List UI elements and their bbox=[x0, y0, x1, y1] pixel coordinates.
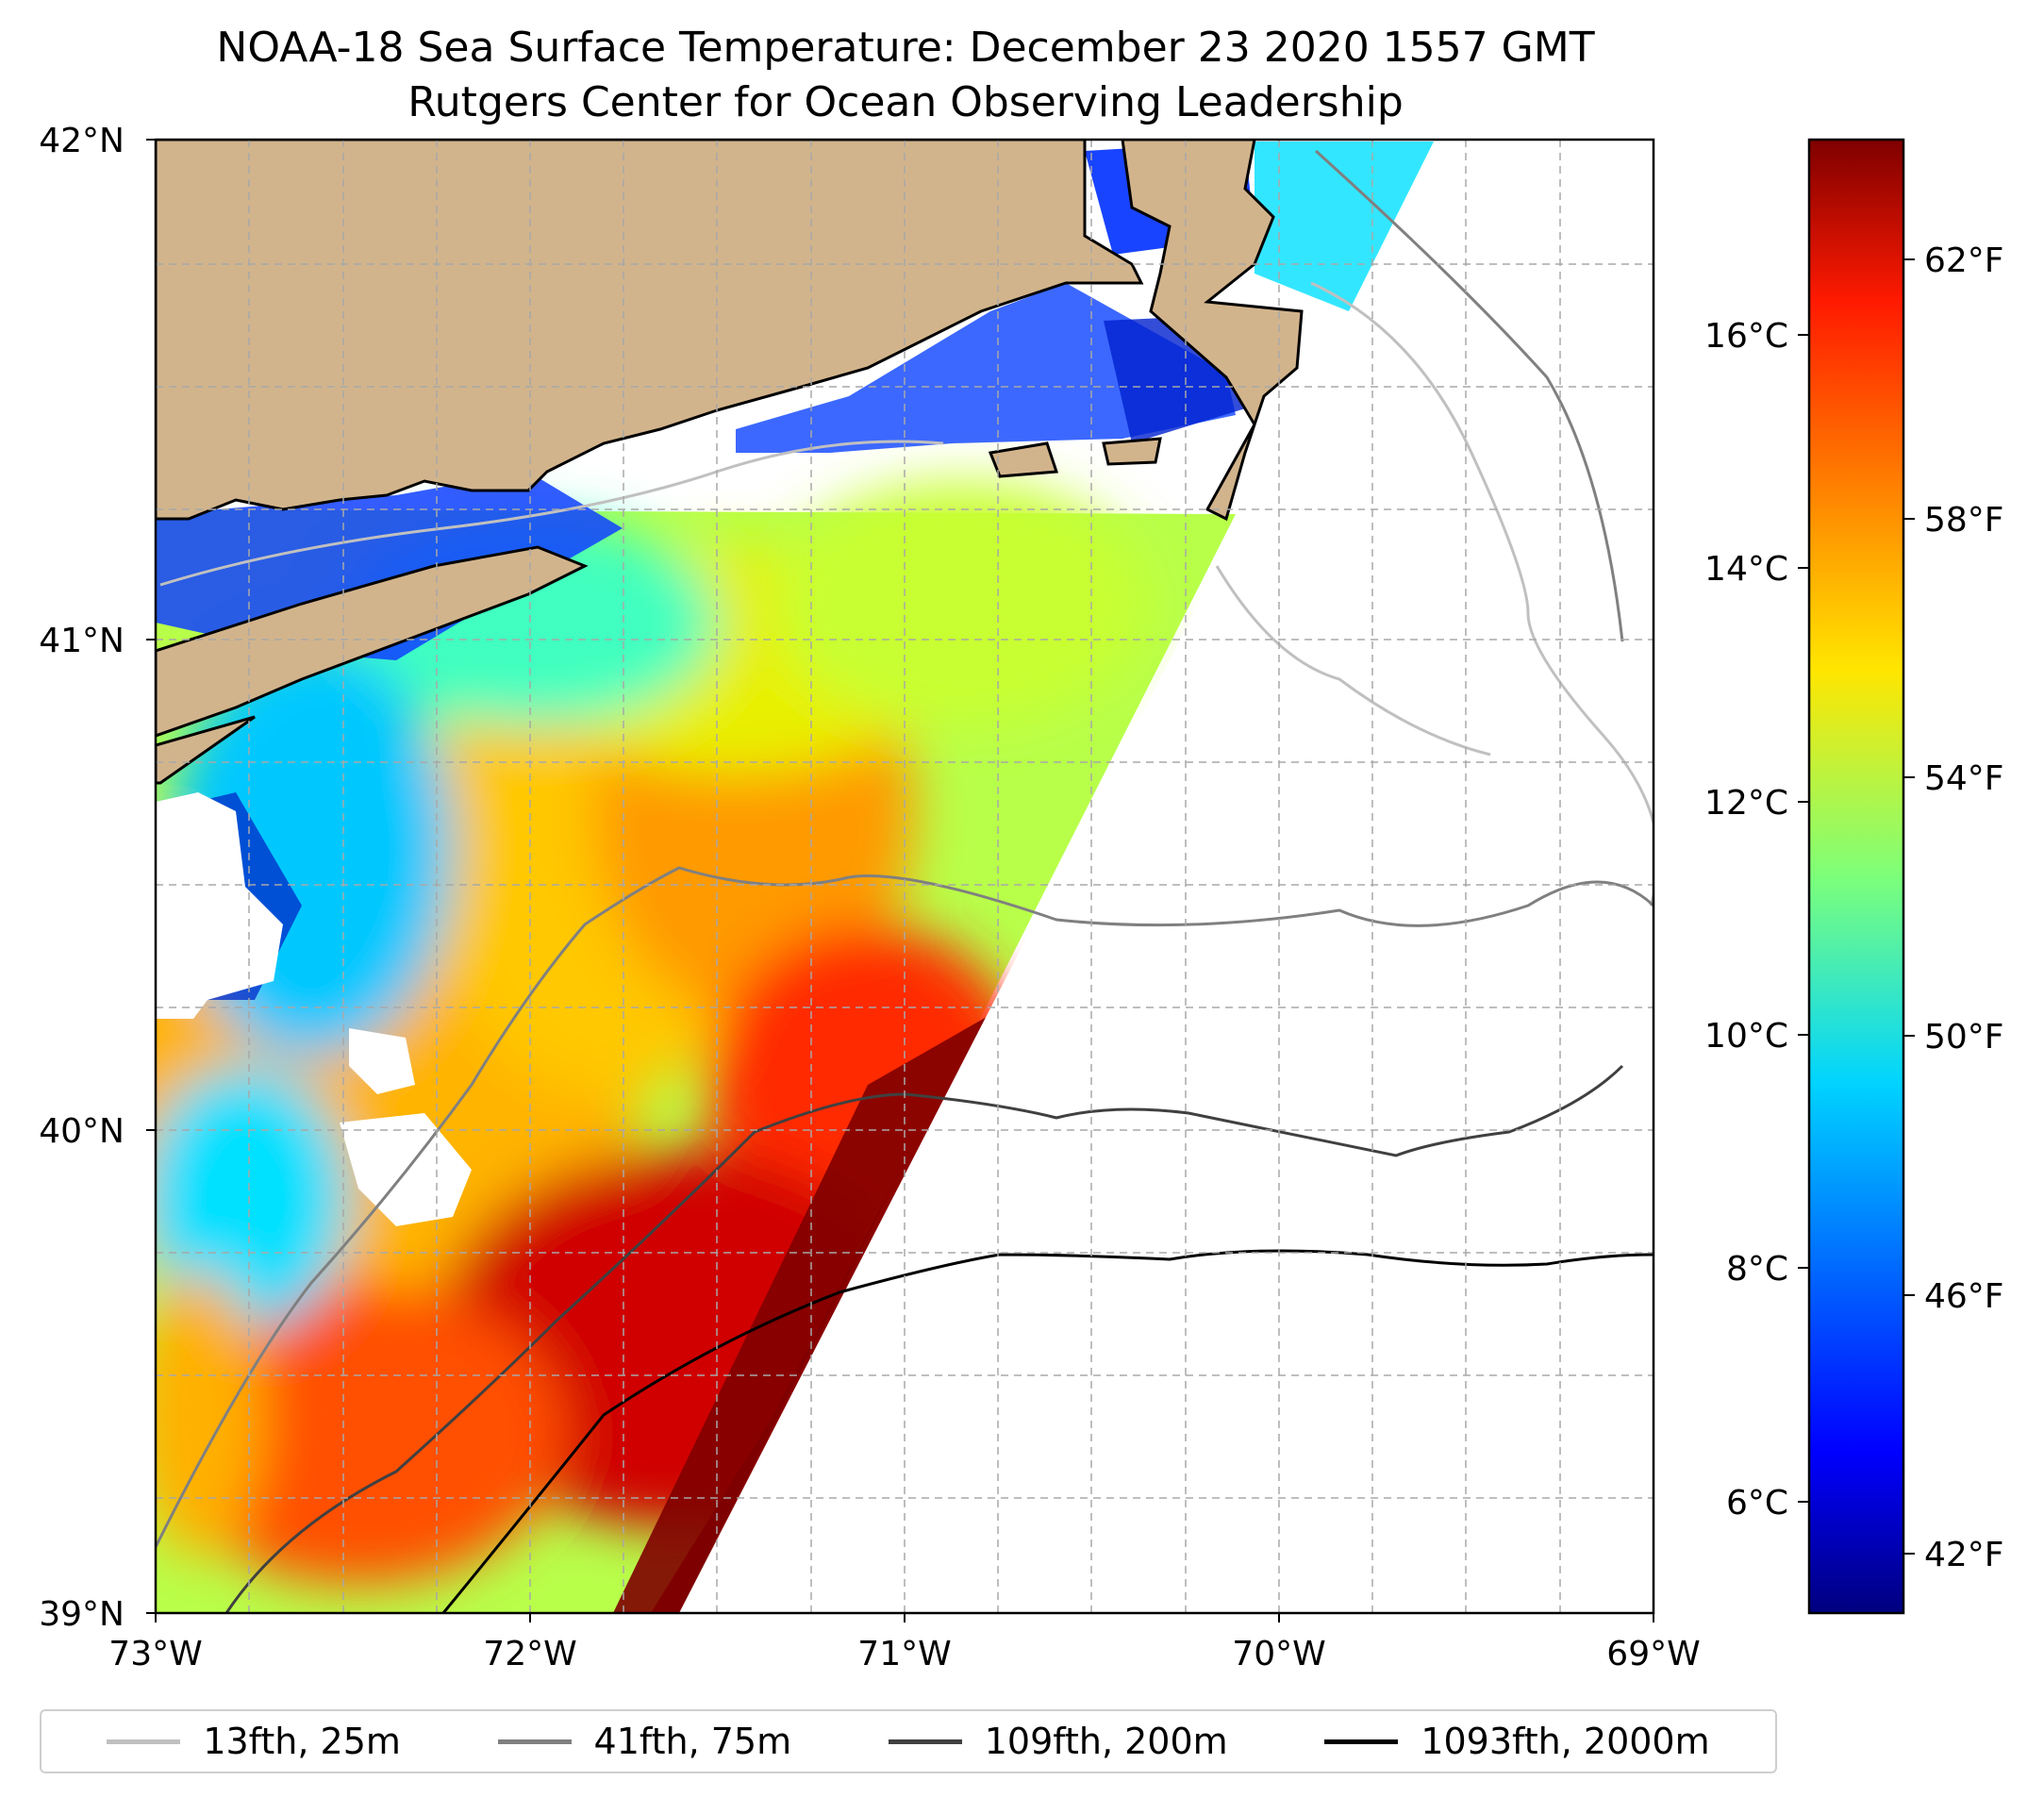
legend-label-200m: 109fth, 200m bbox=[984, 1721, 1228, 1762]
legend-line-200m bbox=[888, 1739, 962, 1744]
fahrenheit-label-58: 58°F bbox=[1924, 501, 2004, 540]
map-title: NOAA-18 Sea Surface Temperature: Decembe… bbox=[216, 24, 1595, 72]
land bbox=[156, 140, 1304, 785]
legend-line-75m bbox=[497, 1739, 572, 1744]
legend-line-2000m bbox=[1324, 1739, 1399, 1744]
lat-label-41: 41°N bbox=[39, 622, 125, 660]
celsius-label-14: 14°C bbox=[1704, 550, 1788, 589]
fahrenheit-label-62: 62°F bbox=[1924, 241, 2004, 280]
lon-label-69: 69°W bbox=[1606, 1635, 1700, 1673]
legend-item-25m: 13fth, 25m bbox=[107, 1721, 401, 1762]
lon-label-72: 72°W bbox=[483, 1635, 576, 1673]
fahrenheit-label-54: 54°F bbox=[1924, 759, 2004, 798]
map-plot-area bbox=[156, 140, 1653, 1613]
celsius-label-16: 16°C bbox=[1704, 317, 1788, 356]
gridlines bbox=[156, 140, 1653, 1613]
lon-label-73: 73°W bbox=[108, 1635, 202, 1673]
lon-label-70: 70°W bbox=[1232, 1635, 1325, 1673]
colorbar: 16°C 14°C 12°C 10°C 8°C 6°C 62°F 58°F 54… bbox=[1704, 138, 2004, 1615]
legend-label-75m: 41fth, 75m bbox=[593, 1721, 792, 1762]
fahrenheit-label-50: 50°F bbox=[1924, 1018, 2004, 1057]
map-subtitle: Rutgers Center for Ocean Observing Leade… bbox=[407, 78, 1404, 126]
lon-label-71: 71°W bbox=[857, 1635, 951, 1673]
legend-item-200m: 109fth, 200m bbox=[888, 1721, 1228, 1762]
lat-label-40: 40°N bbox=[39, 1112, 125, 1151]
celsius-label-12: 12°C bbox=[1704, 784, 1788, 823]
contour-legend: 13fth, 25m 41fth, 75m 109fth, 200m 1093f… bbox=[40, 1709, 1777, 1773]
celsius-label-8: 8°C bbox=[1726, 1250, 1788, 1289]
lat-label-39: 39°N bbox=[39, 1595, 125, 1634]
legend-item-75m: 41fth, 75m bbox=[497, 1721, 792, 1762]
fahrenheit-label-46: 46°F bbox=[1924, 1277, 2004, 1316]
contour-2000m bbox=[441, 1249, 1653, 1613]
sst-swath bbox=[156, 140, 1653, 1613]
legend-label-2000m: 1093fth, 2000m bbox=[1421, 1721, 1710, 1762]
axis-ticks bbox=[146, 139, 1654, 1622]
lat-label-42: 42°N bbox=[39, 122, 125, 160]
legend-item-2000m: 1093fth, 2000m bbox=[1324, 1721, 1710, 1762]
fahrenheit-label-42: 42°F bbox=[1924, 1536, 2004, 1574]
legend-line-25m bbox=[107, 1739, 181, 1744]
celsius-label-6: 6°C bbox=[1726, 1484, 1788, 1522]
contour-200m bbox=[224, 1064, 1624, 1613]
legend-label-25m: 13fth, 25m bbox=[203, 1721, 401, 1762]
contour-25m bbox=[159, 281, 1653, 907]
celsius-label-10: 10°C bbox=[1704, 1017, 1788, 1056]
bathymetry-contours bbox=[156, 149, 1653, 1613]
